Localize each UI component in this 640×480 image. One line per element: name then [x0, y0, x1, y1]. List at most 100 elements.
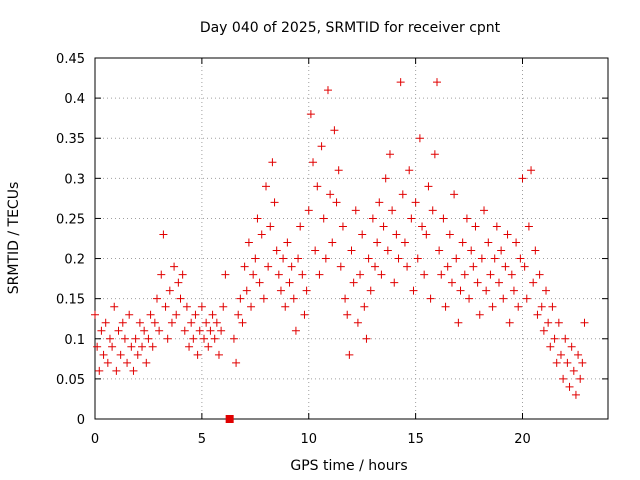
data-point — [144, 334, 153, 343]
data-point — [114, 326, 123, 335]
data-point — [556, 350, 565, 359]
data-point — [99, 350, 108, 359]
data-point — [360, 302, 369, 311]
data-point — [146, 310, 155, 319]
data-point — [326, 190, 335, 199]
data-point — [465, 294, 474, 303]
grid — [95, 58, 608, 419]
plot-frame — [94, 57, 609, 420]
data-point — [101, 318, 110, 327]
data-point — [409, 286, 418, 295]
data-point — [537, 302, 546, 311]
data-point — [257, 230, 266, 239]
data-point — [548, 302, 557, 311]
data-point — [411, 198, 420, 207]
data-point — [110, 302, 119, 311]
data-point — [321, 254, 330, 263]
data-point — [396, 78, 405, 87]
data-point — [497, 246, 506, 255]
axis-ticks: 0 0.05 0.1 0.15 0.2 0.25 0.3 0.35 0.4 0.45 0 5 10 15 2… — [56, 52, 608, 447]
data-point — [356, 270, 365, 279]
data-point — [129, 366, 138, 375]
data-point — [249, 270, 258, 279]
data-point — [469, 262, 478, 271]
data-point — [353, 318, 362, 327]
data-point — [477, 254, 486, 263]
data-point — [452, 254, 461, 263]
data-point — [221, 270, 230, 279]
data-point — [514, 302, 523, 311]
data-point — [208, 310, 217, 319]
data-point — [550, 334, 559, 343]
data-point — [311, 246, 320, 255]
data-point — [167, 318, 176, 327]
x-axis-label: GPS time / hours — [290, 458, 407, 474]
data-point — [544, 318, 553, 327]
data-point — [142, 358, 151, 367]
data-point — [443, 262, 452, 271]
data-point — [108, 342, 117, 351]
data-point — [306, 110, 315, 119]
data-point — [133, 350, 142, 359]
data-point — [482, 286, 491, 295]
data-point — [180, 326, 189, 335]
data-point — [475, 310, 484, 319]
data-point — [148, 342, 157, 351]
data-point — [334, 166, 343, 175]
data-point — [338, 222, 347, 231]
data-point — [501, 262, 510, 271]
data-point — [571, 390, 580, 399]
data-point — [255, 278, 264, 287]
data-point — [259, 294, 268, 303]
data-point — [244, 238, 253, 247]
outlier-marker — [225, 415, 234, 423]
data-point — [381, 174, 390, 183]
data-point — [578, 358, 587, 367]
data-point — [471, 222, 480, 231]
data-point — [304, 206, 313, 215]
data-point — [379, 222, 388, 231]
data-point — [238, 318, 247, 327]
data-point — [394, 254, 403, 263]
data-point — [554, 318, 563, 327]
data-point — [516, 254, 525, 263]
data-point — [176, 294, 185, 303]
data-point — [349, 278, 358, 287]
data-point — [155, 326, 164, 335]
data-point — [264, 262, 273, 271]
data-point — [488, 302, 497, 311]
data-point — [473, 278, 482, 287]
data-point — [191, 310, 200, 319]
y-tick-label: 0.4 — [64, 92, 85, 107]
data-point — [165, 286, 174, 295]
data-point — [214, 350, 223, 359]
data-point — [210, 334, 219, 343]
data-point — [300, 310, 309, 319]
data-point — [315, 270, 324, 279]
data-point — [123, 358, 132, 367]
data-point — [313, 182, 322, 191]
data-point — [385, 150, 394, 159]
data-point — [125, 310, 134, 319]
data-point — [274, 270, 283, 279]
data-point — [569, 366, 578, 375]
data-point — [390, 278, 399, 287]
data-point — [178, 270, 187, 279]
data-point — [430, 150, 439, 159]
data-point — [332, 198, 341, 207]
data-point — [559, 374, 568, 383]
data-point — [291, 326, 300, 335]
x-tick-label: 10 — [300, 432, 317, 447]
data-point — [424, 182, 433, 191]
x-tick-label: 5 — [198, 432, 206, 447]
data-point — [289, 294, 298, 303]
data-point — [182, 302, 191, 311]
data-point — [362, 334, 371, 343]
data-point — [247, 302, 256, 311]
data-point — [285, 278, 294, 287]
data-point — [433, 78, 441, 87]
data-point — [281, 302, 290, 311]
data-point — [240, 262, 249, 271]
data-point — [563, 358, 572, 367]
data-point — [512, 238, 521, 247]
